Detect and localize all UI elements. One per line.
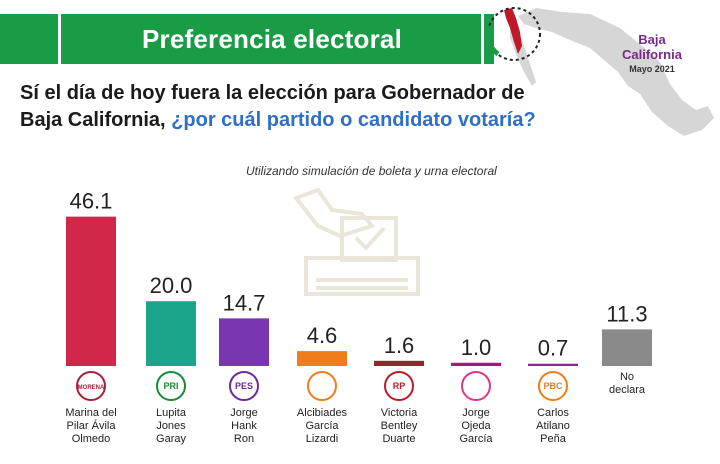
region-line1: Baja bbox=[638, 32, 666, 47]
question-text: Sí el día de hoy fuera la elección para … bbox=[20, 80, 540, 134]
map-icon bbox=[484, 7, 714, 136]
bar bbox=[528, 363, 578, 366]
value-label: 46.1 bbox=[70, 189, 113, 214]
category-label: Alcibiades bbox=[297, 407, 348, 419]
bar bbox=[451, 362, 501, 366]
question-part1: Sí el día de hoy fuera la elección para … bbox=[20, 82, 525, 131]
category-label: García bbox=[305, 420, 339, 432]
title-divider bbox=[58, 14, 484, 64]
value-label: 11.3 bbox=[606, 301, 647, 326]
value-label: 14.7 bbox=[223, 290, 266, 315]
value-label: 1.0 bbox=[461, 335, 492, 360]
category-label: Olmedo bbox=[72, 433, 111, 445]
party-logo-text: PBC bbox=[543, 381, 563, 391]
party-logo-text: MORENA bbox=[78, 385, 105, 391]
bar bbox=[219, 318, 269, 366]
question-part2: ¿por cuál partido o candidato votaría? bbox=[171, 109, 536, 131]
category-label: Jorge bbox=[230, 407, 258, 419]
region-line2: California bbox=[622, 47, 682, 62]
category-label: Bentley bbox=[381, 420, 418, 432]
chart-subtitle: Utilizando simulación de boleta y urna e… bbox=[246, 164, 497, 178]
pri-pan-prd-logo bbox=[156, 371, 186, 401]
bar bbox=[66, 216, 116, 366]
ballot-box-icon bbox=[292, 187, 420, 296]
title-band: Preferencia electoral bbox=[0, 14, 494, 64]
value-label: 4.6 bbox=[307, 323, 338, 348]
movimiento-ciudadano-logo bbox=[307, 371, 337, 401]
value-label: 0.7 bbox=[538, 336, 569, 361]
bar bbox=[602, 329, 652, 366]
category-label: Ron bbox=[234, 433, 254, 445]
category-label: Pilar Ávila bbox=[67, 419, 117, 432]
party-logo-text: PES bbox=[235, 381, 253, 391]
rp-logo bbox=[384, 371, 414, 401]
category-label: Lizardi bbox=[306, 433, 338, 445]
category-label: Ojeda bbox=[461, 420, 491, 432]
category-label: Jones bbox=[156, 420, 186, 432]
category-label: Hank bbox=[231, 420, 257, 432]
bar bbox=[297, 351, 347, 366]
category-label: No bbox=[620, 371, 634, 383]
pes-logo bbox=[229, 371, 259, 401]
party-logo-text: PRI bbox=[163, 381, 178, 391]
fuerza-mexico-logo bbox=[461, 371, 491, 401]
value-label: 20.0 bbox=[150, 273, 193, 298]
value-label: 1.6 bbox=[384, 333, 415, 358]
party-logo-text: RP bbox=[393, 381, 406, 391]
morena-pt-pvem-logo bbox=[76, 371, 106, 401]
page-title: Preferencia electoral bbox=[141, 24, 402, 54]
category-label: Peña bbox=[540, 433, 567, 445]
category-label: Victoria bbox=[381, 407, 418, 419]
category-label: Duarte bbox=[382, 433, 415, 445]
category-label: Jorge bbox=[462, 407, 490, 419]
category-label: declara bbox=[609, 384, 646, 396]
region-label: Baja California Mayo 2021 bbox=[612, 32, 692, 77]
category-label: Lupita bbox=[156, 407, 187, 419]
bar bbox=[146, 301, 196, 366]
category-label: Garay bbox=[156, 433, 186, 445]
category-label: Marina del bbox=[65, 407, 116, 419]
category-label: Carlos bbox=[537, 407, 569, 419]
survey-date: Mayo 2021 bbox=[629, 64, 675, 74]
pbc-logo bbox=[538, 371, 568, 401]
category-label: García bbox=[459, 433, 493, 445]
category-label: Atilano bbox=[536, 420, 570, 432]
bar bbox=[374, 360, 424, 366]
